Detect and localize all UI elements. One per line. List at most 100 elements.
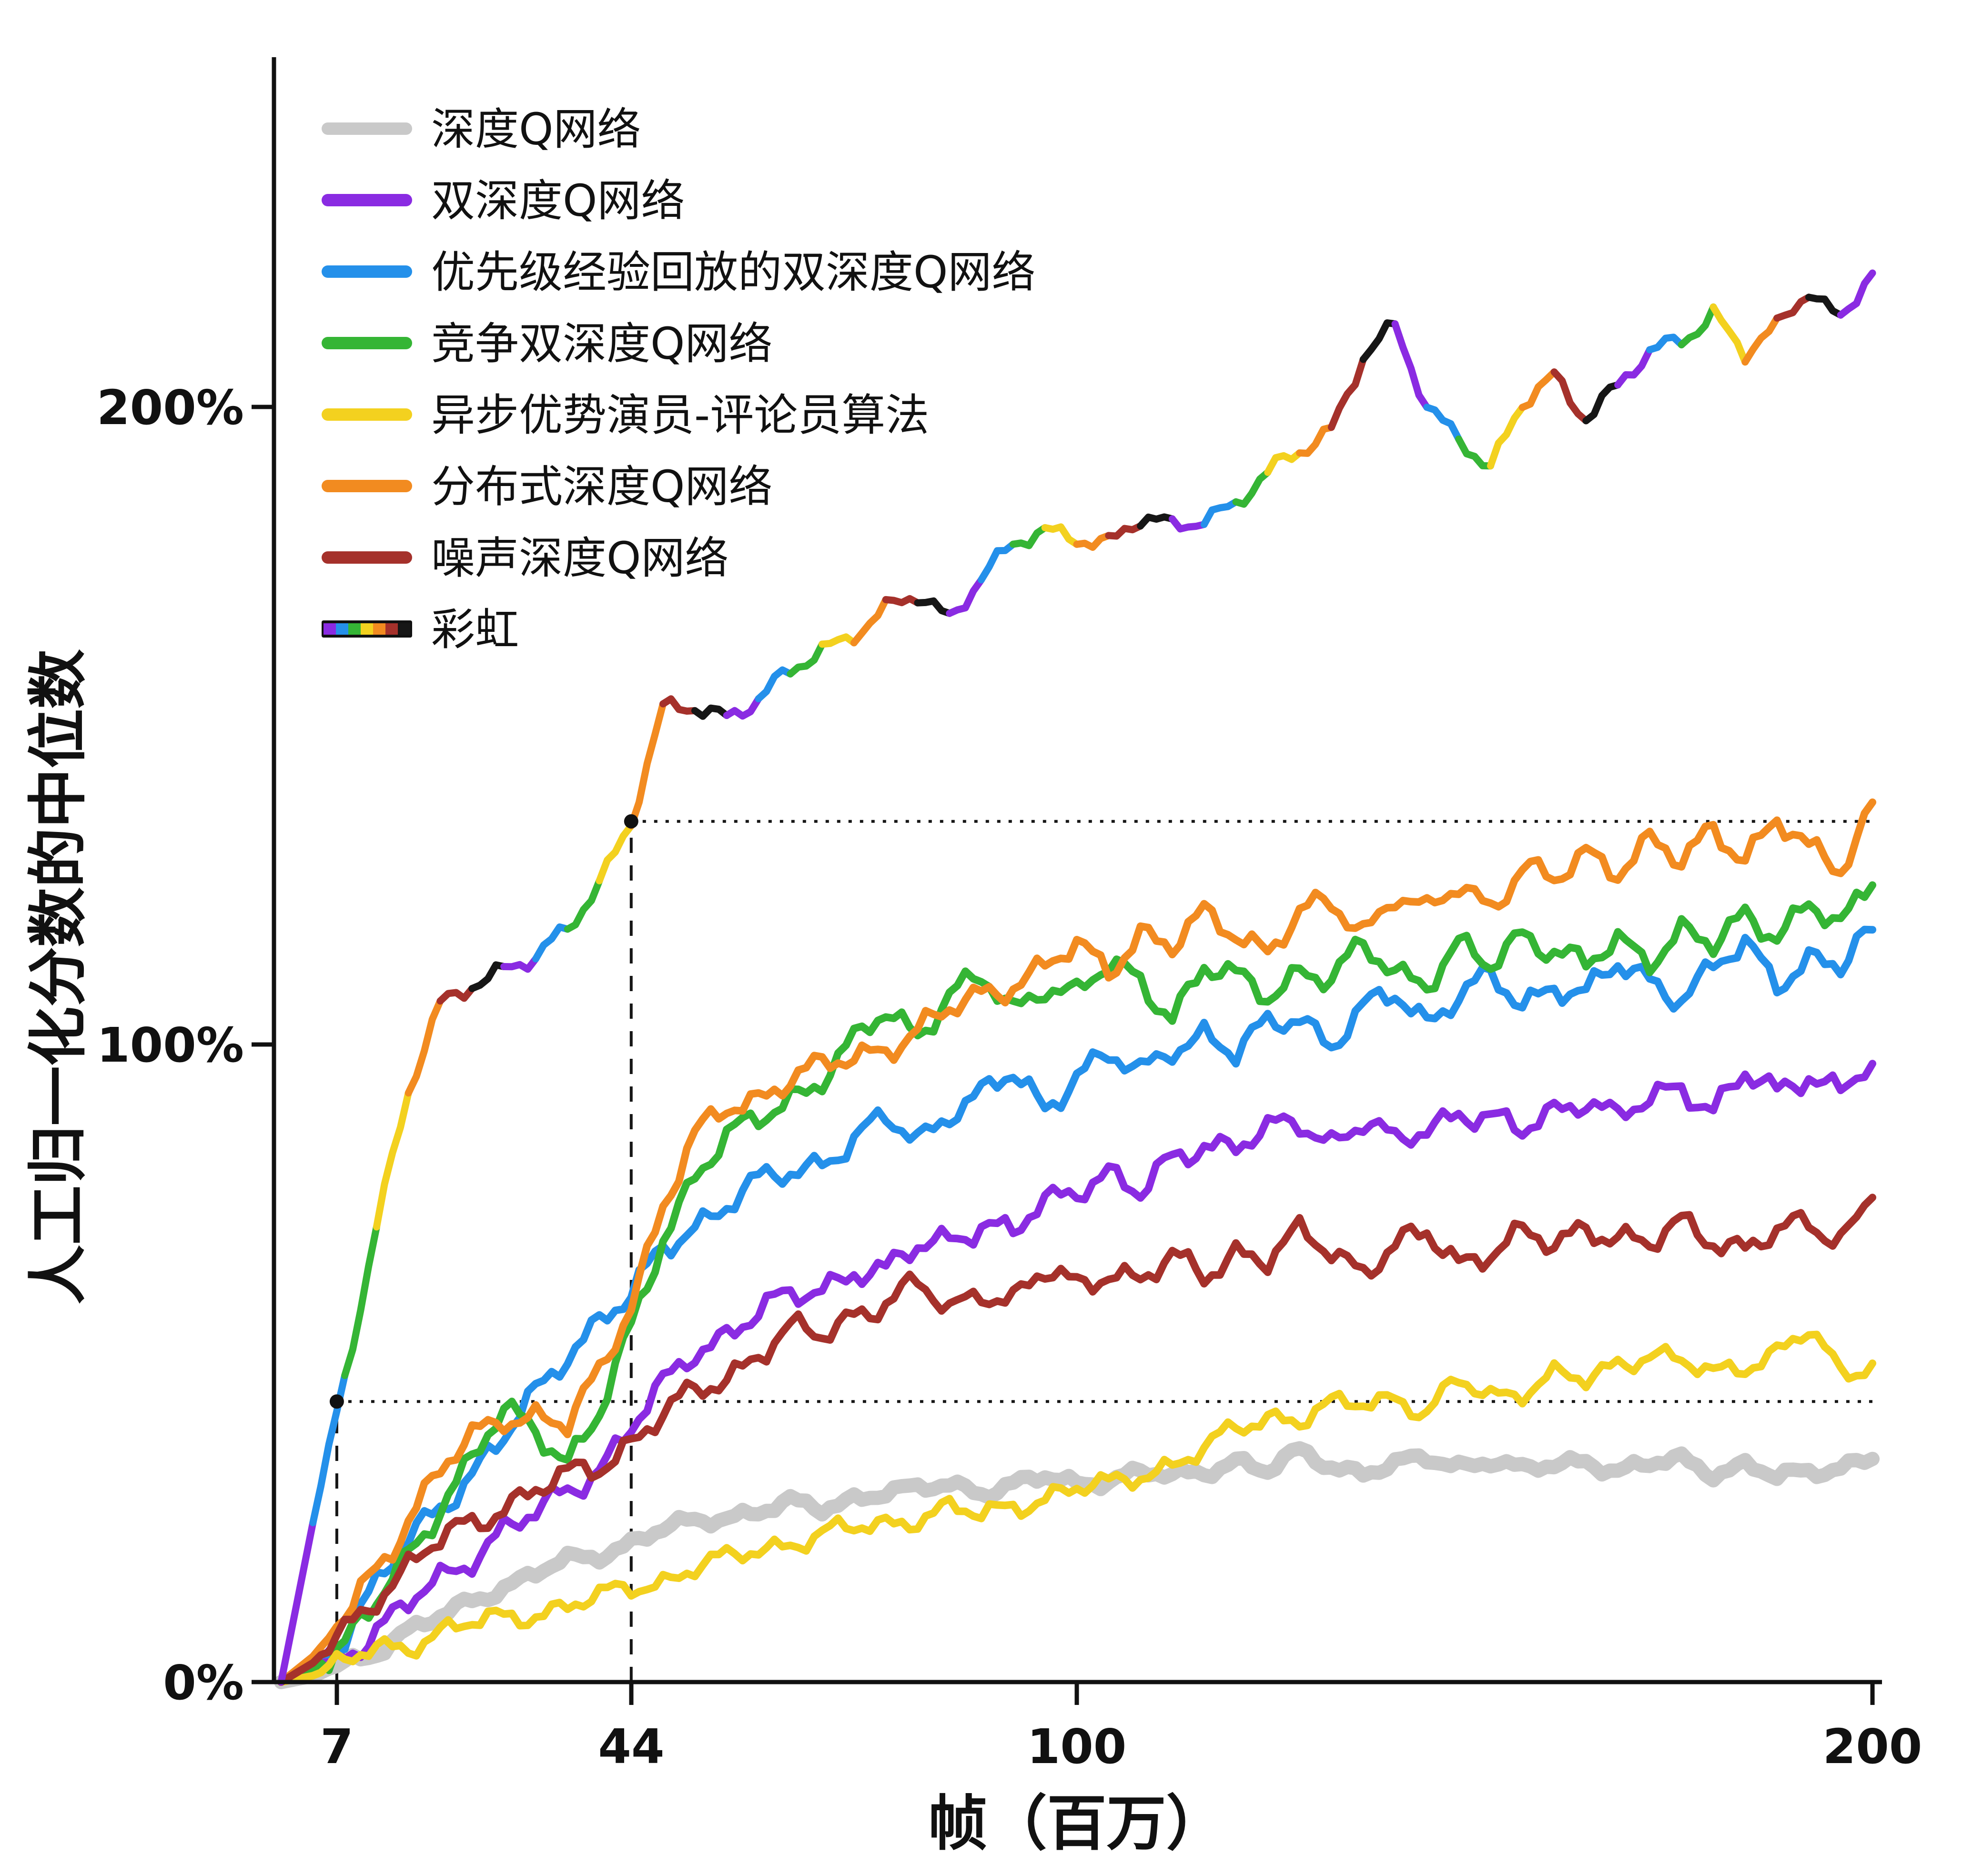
series-line-rainbow <box>1327 355 1367 431</box>
series-line-rainbow <box>1391 320 1431 411</box>
series-line-rainbow <box>1550 368 1590 425</box>
legend-swatch-rainbow-stripe <box>348 623 361 635</box>
series-line-rainbow <box>564 877 603 933</box>
legend-item-double-dqn: 双深度Q网络 <box>322 175 685 226</box>
series-line-rainbow <box>1582 381 1622 425</box>
legend-swatch <box>322 122 412 135</box>
y-tick-label-100: 100% <box>97 1017 244 1073</box>
series-line-rainbow <box>1423 404 1463 443</box>
legend-swatch <box>322 265 412 278</box>
y-tick-label-200: 200% <box>97 380 244 436</box>
legend-swatch <box>322 408 412 421</box>
annotation-dot <box>624 814 638 829</box>
series-line-rainbow <box>277 1519 317 1686</box>
series-line-rainbow <box>946 576 985 617</box>
series-line-dueling-ddqn <box>277 881 1876 1686</box>
series-line-rainbow <box>1041 523 1081 548</box>
legend-swatch <box>322 337 412 349</box>
legend-swatch-rainbow-stripe <box>398 623 410 635</box>
legend-item-noisy-dqn: 噪声深度Q网络 <box>322 533 728 584</box>
series-line-rainbow <box>978 540 1017 584</box>
series-line-rainbow <box>532 923 571 963</box>
series-line-rainbow <box>659 695 698 715</box>
legend-swatch-rainbow-stripe <box>324 623 336 635</box>
series-line-rainbow <box>1009 524 1049 549</box>
legend-item-dueling-ddqn: 竞争双深度Q网络 <box>322 318 772 369</box>
series-line-rainbow <box>1232 468 1272 508</box>
x-axis-label: 帧（百万） <box>928 1789 1226 1858</box>
series-line-rainbow <box>1741 314 1781 366</box>
annotation-dot <box>329 1394 344 1409</box>
y-axis-label: 人工归一化分数的中位数 <box>24 649 93 1305</box>
series-line-noisy-dqn <box>277 1194 1876 1686</box>
series-line-rainbow <box>1359 319 1399 363</box>
series-line-rainbow <box>1296 424 1335 457</box>
series-line-rainbow <box>627 700 667 830</box>
legend-label: 深度Q网络 <box>431 104 641 155</box>
series-line-rainbow <box>850 596 890 647</box>
legend-swatch-rainbow-stripe <box>336 623 348 635</box>
series-line-rainbow <box>723 695 762 720</box>
legend-item-prioritized-ddqn: 优先级经验回放的双深度Q网络 <box>322 247 1035 298</box>
legend-swatch-rainbow-stripe <box>385 623 398 635</box>
series-line-rainbow <box>1168 515 1208 533</box>
series-line-dqn <box>274 1441 1880 1689</box>
series-line-rainbow <box>787 640 826 678</box>
annotation-points <box>329 814 638 1409</box>
series-line-rainbow <box>1773 294 1812 322</box>
series-line-rainbow <box>436 985 476 1005</box>
x-tick-label-200: 200 <box>1823 1719 1922 1775</box>
series-line-rainbow <box>819 633 858 648</box>
legend: 深度Q网络双深度Q网络优先级经验回放的双深度Q网络竞争双深度Q网络异步优势演员-… <box>322 104 1035 655</box>
plot-series <box>274 269 1880 1689</box>
series-line-rainbow <box>1137 513 1176 530</box>
series-line-rainbow <box>1073 532 1113 551</box>
legend-label: 优先级经验回放的双深度Q网络 <box>431 247 1035 298</box>
series-line-rainbow <box>1518 368 1558 411</box>
series-line-rainbow <box>1614 346 1653 389</box>
legend-label: 分布式深度Q网络 <box>431 461 772 512</box>
legend-label: 噪声深度Q网络 <box>431 533 728 584</box>
series-line-a3c <box>277 1330 1876 1686</box>
legend-label: 彩虹 <box>431 604 519 655</box>
series-line-rainbow <box>468 961 508 992</box>
series-line-rainbow <box>755 666 794 702</box>
legend-swatch <box>322 194 412 206</box>
series-line-rainbow <box>1678 303 1717 349</box>
series-line-rainbow <box>405 997 444 1097</box>
series-line-rainbow <box>882 595 921 607</box>
series-line-rainbow <box>1105 522 1144 540</box>
legend-swatch <box>322 551 412 564</box>
series-line-double-dqn <box>277 1060 1876 1686</box>
x-tick-label-7: 7 <box>320 1719 354 1775</box>
series-line-rainbow <box>373 1089 412 1231</box>
axes: 200% 100% 0% 7 44 100 200 <box>97 57 1922 1775</box>
series-line-rainbow <box>1487 404 1526 470</box>
legend-swatch-rainbow-stripe <box>361 623 373 635</box>
series-line-rainbow <box>1264 449 1304 476</box>
series-line-rainbow <box>1455 436 1494 470</box>
legend-item-dqn: 深度Q网络 <box>322 104 641 155</box>
series-line-rainbow <box>500 955 539 973</box>
legend-item-rainbow: 彩虹 <box>322 604 519 655</box>
series-line-rainbow <box>1837 269 1876 319</box>
legend-label: 双深度Q网络 <box>431 175 685 226</box>
series-line-prioritized-ddqn <box>277 925 1876 1686</box>
series-line-rainbow <box>1200 498 1240 528</box>
legend-item-a3c: 异步优势演员-评论员算法 <box>322 390 929 441</box>
legend-swatch-rainbow-stripe <box>373 623 385 635</box>
series-line-rainbow <box>341 1223 380 1379</box>
series-line-rainbow <box>1646 334 1685 354</box>
series-line-rainbow <box>1805 294 1844 319</box>
legend-swatch <box>322 480 412 492</box>
y-tick-label-0: 0% <box>163 1655 244 1711</box>
x-tick-label-100: 100 <box>1027 1719 1127 1775</box>
legend-item-distributional-dqn: 分布式深度Q网络 <box>322 461 772 512</box>
x-tick-label-44: 44 <box>598 1719 664 1775</box>
series-line-rainbow <box>691 704 730 720</box>
legend-label: 竞争双深度Q网络 <box>431 318 772 369</box>
series-line-distributional-dqn <box>277 798 1876 1686</box>
legend-label: 异步优势演员-评论员算法 <box>431 390 929 441</box>
